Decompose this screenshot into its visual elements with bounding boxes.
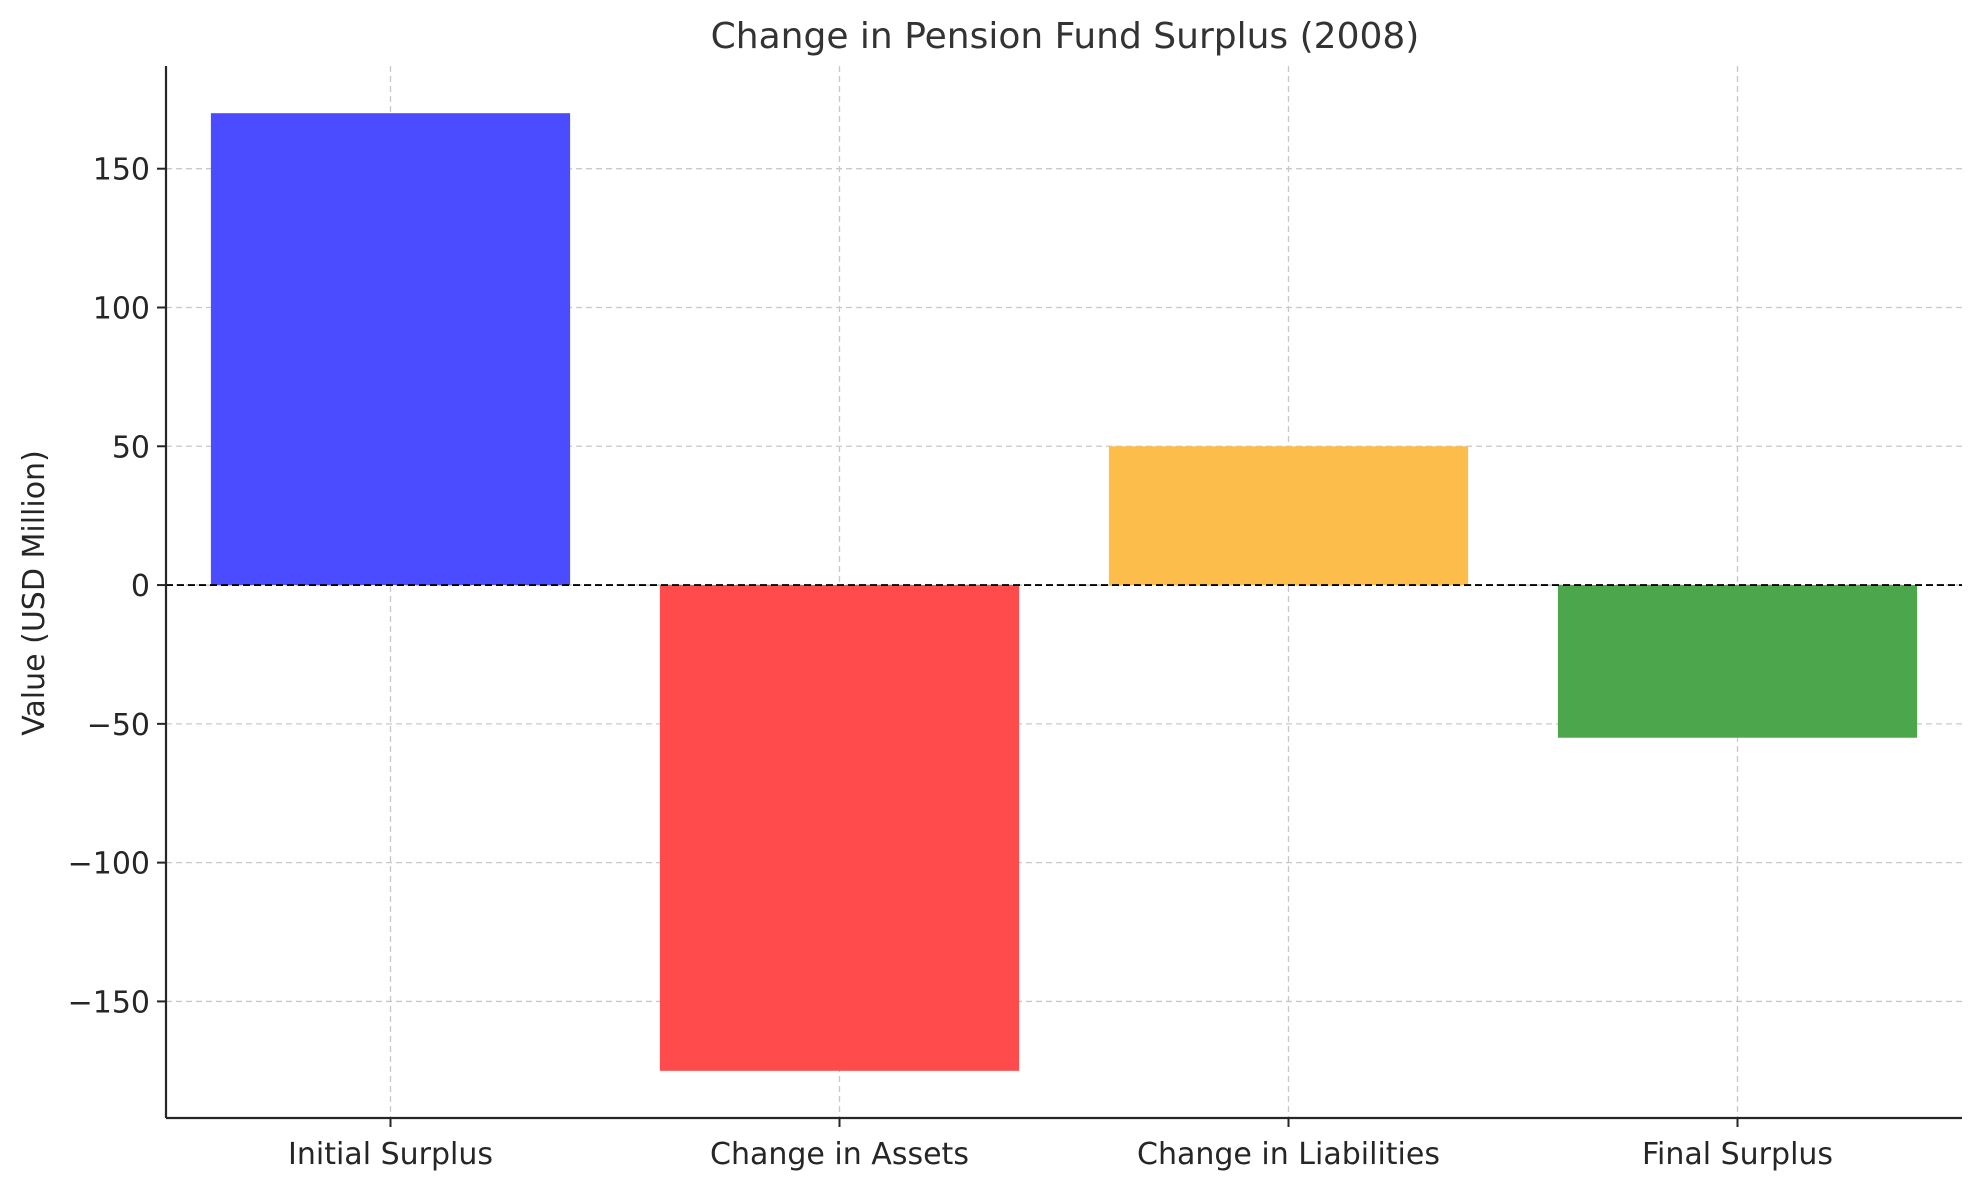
y-tick-label: 0: [131, 569, 150, 604]
x-tick-label: Final Surplus: [1642, 1137, 1833, 1172]
y-tick-label: −100: [68, 847, 150, 882]
bar-initial-surplus: [210, 113, 571, 586]
x-tick-label: Change in Assets: [710, 1137, 969, 1172]
x-tick-label: Change in Liabilities: [1137, 1137, 1440, 1172]
y-tick-label: −50: [87, 708, 150, 743]
bar-change-in-assets: [659, 585, 1020, 1071]
x-tick-label: Initial Surplus: [288, 1137, 493, 1172]
y-tick-label: 150: [93, 153, 150, 188]
axes: [164, 66, 1962, 1120]
y-tick-label: 50: [112, 430, 150, 465]
y-tick-label: −150: [68, 985, 150, 1020]
y-tick-label: 100: [93, 291, 150, 326]
x-ticks: Initial Surplus Change in Assets Change in…: [288, 1118, 1833, 1172]
y-ticks: 150 100 50 0 −50 −100 −150: [68, 153, 166, 1020]
bar-final-surplus: [1557, 585, 1918, 738]
y-axis-label: Value (USD Million): [17, 450, 52, 736]
chart-title: Change in Pension Fund Surplus (2008): [711, 16, 1420, 57]
bars: [210, 113, 1918, 1071]
bar-change-in-liabilities: [1108, 446, 1469, 586]
